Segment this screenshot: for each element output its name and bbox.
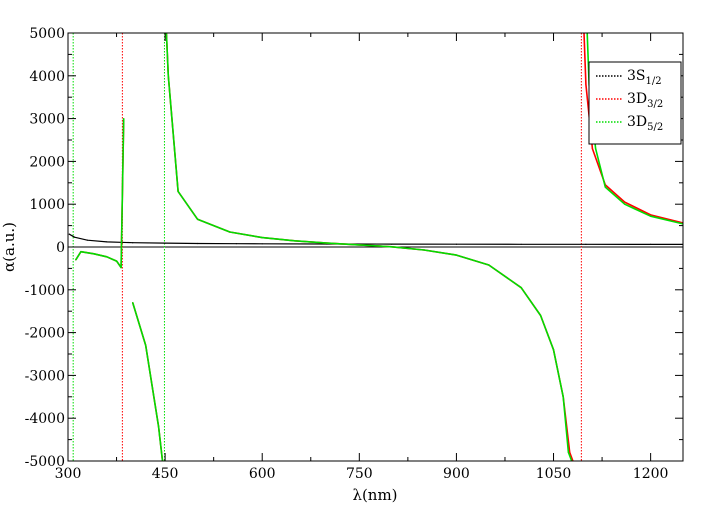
x-tick-label: 450: [152, 466, 179, 482]
series-line: [69, 233, 683, 245]
y-tick-label: 0: [56, 240, 65, 256]
x-axis-label: λ(nm): [352, 486, 397, 504]
data-point: [650, 243, 652, 245]
y-tick-label: -3000: [25, 368, 65, 384]
data-point: [106, 241, 108, 243]
data-point: [93, 253, 95, 255]
data-point: [624, 201, 626, 203]
data-point: [650, 215, 652, 217]
data-point: [624, 203, 626, 205]
series-line: [75, 118, 125, 269]
series-0: [68, 233, 683, 246]
data-point: [73, 236, 76, 238]
data-point: [177, 190, 179, 192]
x-tick-label: 600: [249, 466, 276, 482]
data-point: [391, 243, 393, 245]
data-point: [261, 236, 263, 239]
data-point: [585, 83, 587, 85]
data-point: [391, 246, 393, 248]
data-point: [455, 243, 458, 245]
y-tick-label: 3000: [29, 112, 65, 128]
data-point: [423, 249, 425, 251]
x-tick-label: 750: [346, 466, 373, 482]
y-tick-label: 4000: [29, 69, 65, 85]
y-tick-label: -2000: [25, 326, 65, 342]
data-point: [604, 186, 606, 188]
series-line: [75, 118, 125, 269]
data-point: [68, 233, 70, 235]
data-point: [132, 242, 134, 244]
data-point: [261, 243, 263, 245]
data-point: [520, 287, 522, 289]
data-point: [167, 75, 169, 77]
data-point: [488, 264, 490, 266]
data-point: [145, 344, 147, 347]
y-tick-label: 1000: [29, 197, 65, 213]
data-point: [106, 256, 108, 258]
series-line: [131, 302, 164, 461]
x-tick-label: 900: [443, 466, 470, 482]
data-point: [196, 242, 199, 245]
x-tick-label: 1200: [633, 466, 669, 482]
data-point: [196, 218, 199, 220]
series-line: [131, 302, 164, 461]
data-point: [520, 243, 522, 245]
y-tick-label: -5000: [25, 454, 65, 470]
data-point: [123, 118, 125, 120]
data-point: [552, 349, 555, 351]
data-point: [455, 254, 458, 256]
y-tick-label: -4000: [25, 411, 65, 427]
legend-box: [588, 61, 682, 145]
data-point: [86, 239, 89, 241]
x-tick-label: 1050: [536, 466, 572, 482]
data-point: [229, 231, 231, 233]
data-point: [75, 259, 77, 261]
data-point: [595, 147, 597, 150]
data-point: [562, 396, 564, 398]
x-tick-label: 300: [55, 466, 82, 482]
y-tick-label: 2000: [29, 154, 65, 170]
data-point: [235, 243, 237, 245]
data-point: [80, 251, 82, 253]
data-point: [567, 451, 570, 454]
data-point: [293, 240, 296, 242]
data-point: [164, 242, 166, 244]
data-point: [326, 242, 328, 244]
data-point: [115, 260, 118, 262]
data-point: [132, 302, 134, 304]
data-point: [120, 266, 122, 269]
data-point: [585, 243, 587, 245]
data-point: [591, 147, 593, 150]
data-point: [158, 426, 160, 428]
data-point: [358, 244, 360, 246]
y-tick-label: 5000: [29, 26, 65, 42]
y-axis-label: α(a.u.): [0, 222, 18, 272]
axes-layer: 300 450 600 750 900 1050 1200 -5000 -4000 -3000 -2…: [25, 26, 683, 482]
data-point: [569, 451, 571, 454]
data-point: [539, 314, 542, 317]
y-tick-label: -1000: [25, 283, 65, 299]
